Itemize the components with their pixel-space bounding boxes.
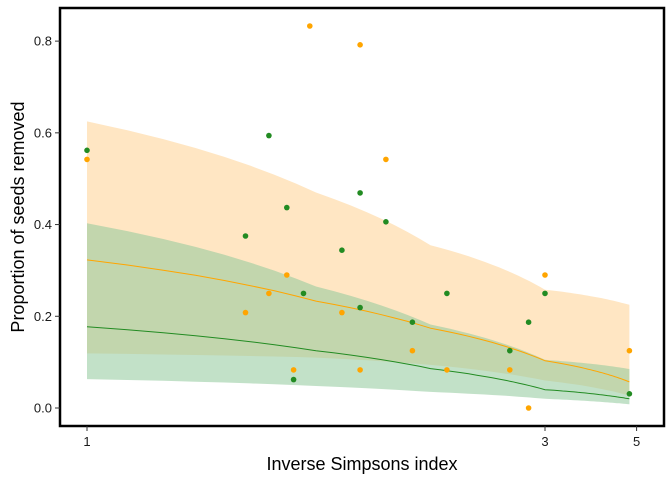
y-tick-label: 0.8 bbox=[34, 34, 52, 49]
data-point bbox=[542, 290, 548, 297]
data-point bbox=[284, 272, 290, 278]
data-point bbox=[444, 367, 450, 373]
confidence-bands bbox=[87, 121, 630, 405]
data-point bbox=[626, 347, 633, 354]
data-point bbox=[525, 319, 532, 326]
data-point bbox=[290, 367, 297, 373]
fit-line-2 bbox=[86, 326, 630, 400]
data-point bbox=[300, 290, 307, 297]
x-tick-label: 3 bbox=[541, 434, 548, 449]
data-point bbox=[307, 23, 313, 29]
data-point bbox=[242, 233, 249, 239]
y-tick-label: 0.4 bbox=[34, 217, 52, 232]
data-point bbox=[339, 247, 345, 253]
data-point bbox=[266, 290, 272, 297]
plot-panel-border bbox=[58, 6, 666, 428]
y-tick-label: 0.2 bbox=[34, 309, 52, 324]
data-point bbox=[409, 319, 416, 326]
data-point bbox=[84, 147, 90, 154]
data-point bbox=[444, 290, 450, 297]
data-point bbox=[357, 42, 363, 48]
fit-lines bbox=[86, 259, 630, 400]
data-point bbox=[242, 309, 249, 316]
data-point bbox=[409, 347, 416, 354]
data-point bbox=[542, 272, 548, 278]
data-point bbox=[84, 156, 90, 163]
data-point bbox=[357, 367, 363, 373]
data-point bbox=[507, 347, 513, 354]
data-point bbox=[383, 219, 389, 225]
data-point bbox=[626, 391, 633, 397]
y-tick-label: 0.0 bbox=[34, 401, 52, 416]
data-points bbox=[84, 23, 633, 411]
data-point bbox=[284, 204, 290, 211]
data-point bbox=[357, 304, 363, 311]
data-point bbox=[339, 309, 345, 316]
x-axis-title: Inverse Simpsons index bbox=[266, 454, 457, 474]
data-point bbox=[290, 376, 297, 383]
y-axis-title: Proportion of seeds removed bbox=[8, 101, 28, 332]
data-point bbox=[357, 190, 363, 196]
fit-line-1 bbox=[86, 259, 630, 383]
data-point bbox=[525, 405, 532, 411]
data-point bbox=[383, 156, 389, 163]
data-point bbox=[266, 132, 272, 139]
confidence-band-2 bbox=[87, 223, 630, 405]
x-tick-label: 5 bbox=[633, 434, 640, 449]
y-tick-label: 0.6 bbox=[34, 125, 52, 140]
x-axis: 1 3 5 bbox=[83, 426, 640, 449]
data-point bbox=[507, 367, 513, 373]
x-tick-label: 1 bbox=[83, 434, 90, 449]
y-axis: 0.0 0.2 0.4 0.6 0.8 bbox=[34, 34, 60, 416]
